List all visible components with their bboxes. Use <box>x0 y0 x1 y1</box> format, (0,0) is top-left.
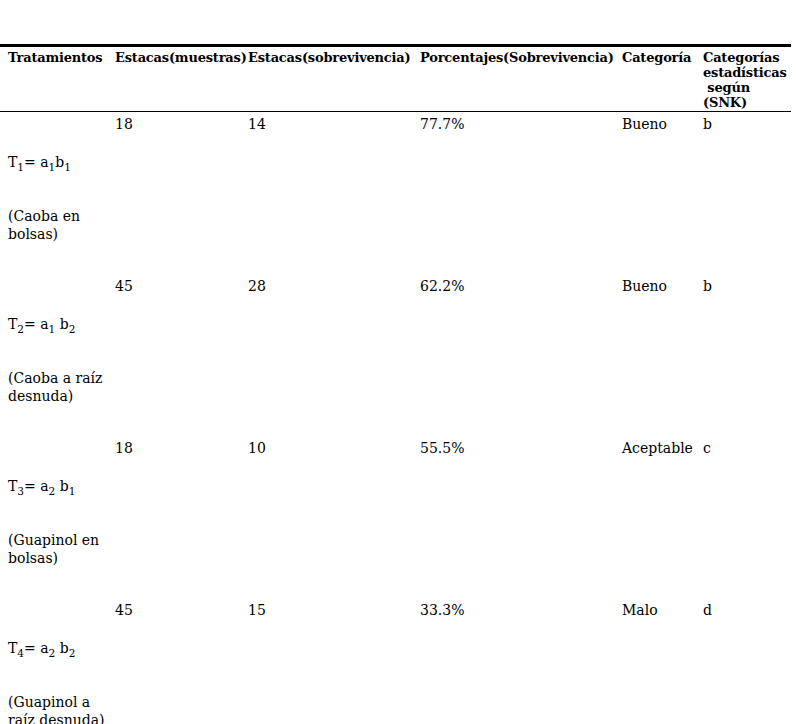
col-header-estacas-sobrevivencia: Estacas(sobrevivencia) <box>240 46 412 112</box>
table-body: T1= a1b1 (Caoba en bolsas) 18 14 77.7% B… <box>0 112 791 724</box>
results-table: Tratamientos Estacas(muestras) Estacas(s… <box>0 44 791 724</box>
treatment-formula: T2= a1 b2 <box>8 313 107 335</box>
treatment-formula: T4= a2 b2 <box>8 637 107 659</box>
col-header-tratamientos: Tratamientos <box>0 46 107 112</box>
treatment-formula: T3= a2 b1 <box>8 475 107 497</box>
muestras-cell: 45 <box>107 602 240 724</box>
treatment-description: (Guapinol en bolsas) <box>8 532 107 567</box>
table-header-row: Tratamientos Estacas(muestras) Estacas(s… <box>0 46 791 112</box>
porcentaje-cell: 55.5% <box>412 440 614 602</box>
muestras-cell: 18 <box>107 440 240 602</box>
sobrevivencia-cell: 28 <box>240 278 412 440</box>
muestras-cell: 45 <box>107 278 240 440</box>
sobrevivencia-cell: 14 <box>240 112 412 279</box>
treatment-cell: T3= a2 b1 (Guapinol en bolsas) <box>0 440 107 602</box>
snk-cell: b <box>695 278 791 440</box>
treatment-description: (Guapinol a raíz desnuda) <box>8 694 107 724</box>
categoria-cell: Bueno <box>614 278 695 440</box>
table-row: T1= a1b1 (Caoba en bolsas) 18 14 77.7% B… <box>0 112 791 279</box>
sobrevivencia-cell: 10 <box>240 440 412 602</box>
col-header-categoria: Categoría <box>614 46 695 112</box>
muestras-cell: 18 <box>107 112 240 279</box>
sobrevivencia-cell: 15 <box>240 602 412 724</box>
treatment-description: (Caoba en bolsas) <box>8 208 107 243</box>
col-header-categorias-snk: Categorías estadísticas según (SNK) <box>695 46 791 112</box>
porcentaje-cell: 77.7% <box>412 112 614 279</box>
col-header-estacas-muestras: Estacas(muestras) <box>107 46 240 112</box>
table-row: T2= a1 b2 (Caoba a raíz desnuda) 45 28 6… <box>0 278 791 440</box>
categoria-cell: Aceptable <box>614 440 695 602</box>
treatment-cell: T1= a1b1 (Caoba en bolsas) <box>0 112 107 279</box>
porcentaje-cell: 33.3% <box>412 602 614 724</box>
snk-cell: d <box>695 602 791 724</box>
treatment-cell: T4= a2 b2 (Guapinol a raíz desnuda) <box>0 602 107 724</box>
treatment-description: (Caoba a raíz desnuda) <box>8 370 107 405</box>
categoria-cell: Malo <box>614 602 695 724</box>
snk-cell: c <box>695 440 791 602</box>
snk-cell: b <box>695 112 791 279</box>
table-row: T3= a2 b1 (Guapinol en bolsas) 18 10 55.… <box>0 440 791 602</box>
categoria-cell: Bueno <box>614 112 695 279</box>
treatment-cell: T2= a1 b2 (Caoba a raíz desnuda) <box>0 278 107 440</box>
document-page: Tratamientos Estacas(muestras) Estacas(s… <box>0 44 796 724</box>
table-row: T4= a2 b2 (Guapinol a raíz desnuda) 45 1… <box>0 602 791 724</box>
treatment-formula: T1= a1b1 <box>8 151 107 173</box>
porcentaje-cell: 62.2% <box>412 278 614 440</box>
col-header-porcentajes: Porcentajes(Sobrevivencia) <box>412 46 614 112</box>
